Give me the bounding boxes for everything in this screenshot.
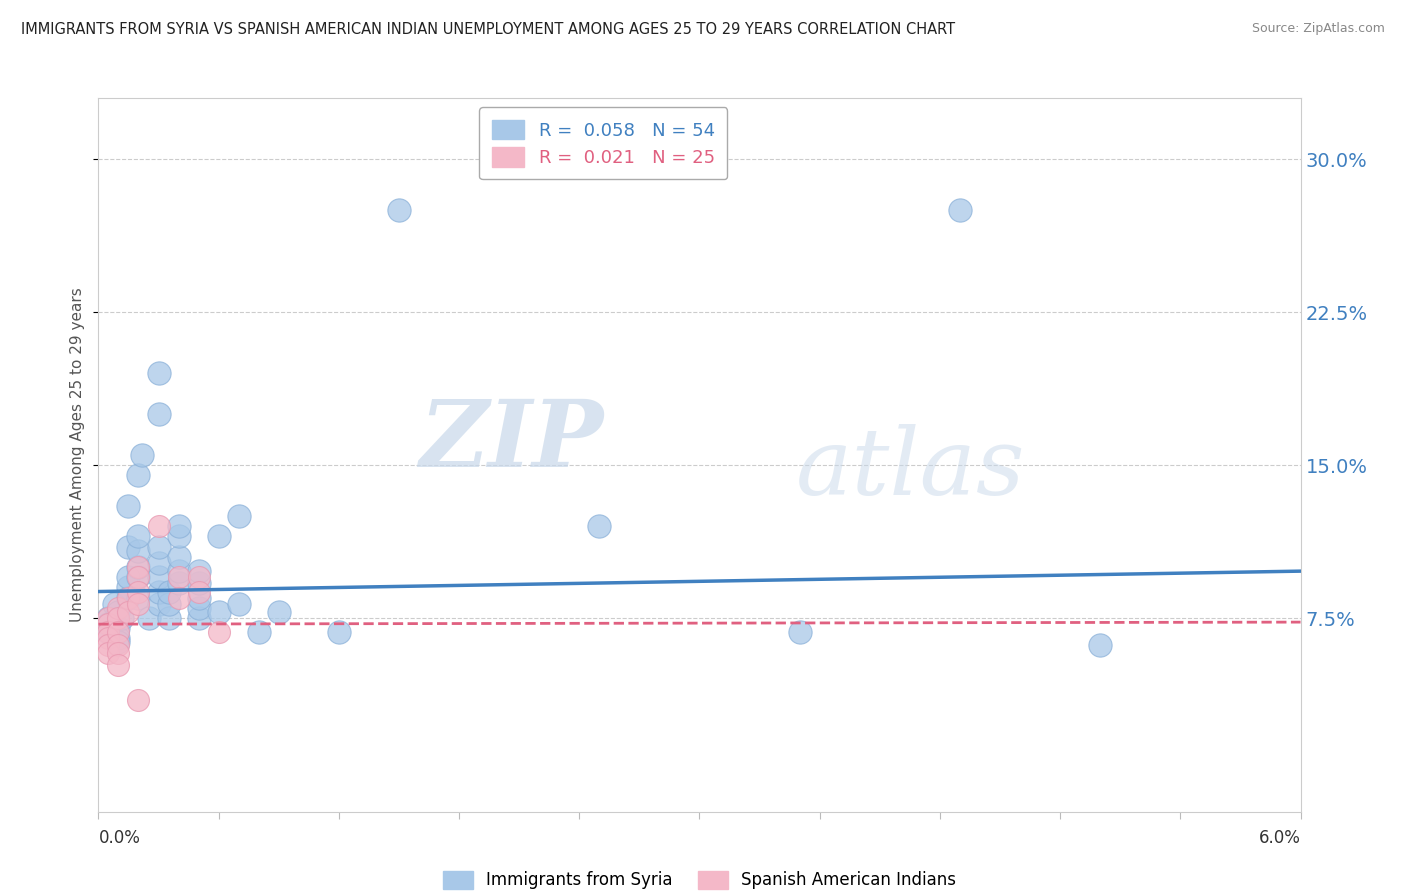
Point — [117, 581, 139, 595]
Point — [789, 625, 811, 640]
Point — [1090, 638, 1112, 652]
Text: IMMIGRANTS FROM SYRIA VS SPANISH AMERICAN INDIAN UNEMPLOYMENT AMONG AGES 25 TO 2: IMMIGRANTS FROM SYRIA VS SPANISH AMERICA… — [21, 22, 955, 37]
Point — [131, 448, 153, 462]
Point — [97, 611, 120, 625]
Text: atlas: atlas — [796, 425, 1025, 514]
Point — [187, 591, 209, 605]
Point — [167, 529, 190, 543]
Point — [97, 625, 120, 640]
Point — [128, 692, 150, 706]
Point — [128, 597, 150, 611]
Point — [107, 646, 129, 660]
Text: 6.0%: 6.0% — [1258, 829, 1301, 847]
Point — [167, 564, 190, 578]
Point — [97, 638, 120, 652]
Point — [148, 597, 170, 611]
Point — [388, 203, 411, 218]
Point — [167, 549, 190, 564]
Point — [97, 625, 120, 640]
Point — [167, 519, 190, 533]
Point — [128, 529, 150, 543]
Point — [228, 597, 250, 611]
Point — [187, 564, 209, 578]
Point — [128, 591, 150, 605]
Point — [111, 611, 134, 625]
Point — [97, 617, 120, 632]
Point — [97, 617, 120, 632]
Point — [949, 203, 972, 218]
Point — [103, 597, 125, 611]
Point — [148, 570, 170, 584]
Point — [117, 605, 139, 619]
Point — [107, 635, 129, 649]
Text: ZIP: ZIP — [419, 396, 603, 485]
Point — [187, 600, 209, 615]
Text: Source: ZipAtlas.com: Source: ZipAtlas.com — [1251, 22, 1385, 36]
Point — [247, 625, 270, 640]
Point — [588, 519, 610, 533]
Point — [148, 540, 170, 554]
Point — [187, 611, 209, 625]
Point — [187, 576, 209, 591]
Point — [128, 570, 150, 584]
Point — [148, 584, 170, 599]
Legend: Immigrants from Syria, Spanish American Indians: Immigrants from Syria, Spanish American … — [436, 864, 963, 892]
Point — [97, 646, 120, 660]
Point — [128, 560, 150, 574]
Point — [157, 611, 180, 625]
Point — [148, 556, 170, 570]
Point — [148, 407, 170, 421]
Point — [138, 611, 160, 625]
Point — [267, 605, 290, 619]
Point — [107, 625, 129, 640]
Point — [187, 584, 209, 599]
Point — [117, 540, 139, 554]
Point — [107, 657, 129, 672]
Point — [107, 638, 129, 652]
Point — [187, 570, 209, 584]
Point — [107, 632, 129, 646]
Point — [107, 600, 129, 615]
Point — [107, 605, 129, 619]
Point — [208, 625, 231, 640]
Point — [117, 591, 139, 605]
Point — [157, 584, 180, 599]
Point — [157, 597, 180, 611]
Point — [228, 509, 250, 524]
Point — [117, 499, 139, 513]
Point — [128, 543, 150, 558]
Point — [107, 611, 129, 625]
Point — [117, 591, 139, 605]
Text: 0.0%: 0.0% — [98, 829, 141, 847]
Point — [208, 529, 231, 543]
Point — [148, 367, 170, 381]
Point — [148, 519, 170, 533]
Point — [128, 560, 150, 574]
Point — [97, 611, 120, 625]
Point — [97, 632, 120, 646]
Point — [167, 570, 190, 584]
Point — [167, 591, 190, 605]
Point — [128, 570, 150, 584]
Point — [117, 570, 139, 584]
Point — [107, 621, 129, 635]
Point — [328, 625, 350, 640]
Point — [167, 576, 190, 591]
Point — [128, 468, 150, 483]
Point — [208, 605, 231, 619]
Point — [128, 584, 150, 599]
Y-axis label: Unemployment Among Ages 25 to 29 years: Unemployment Among Ages 25 to 29 years — [70, 287, 86, 623]
